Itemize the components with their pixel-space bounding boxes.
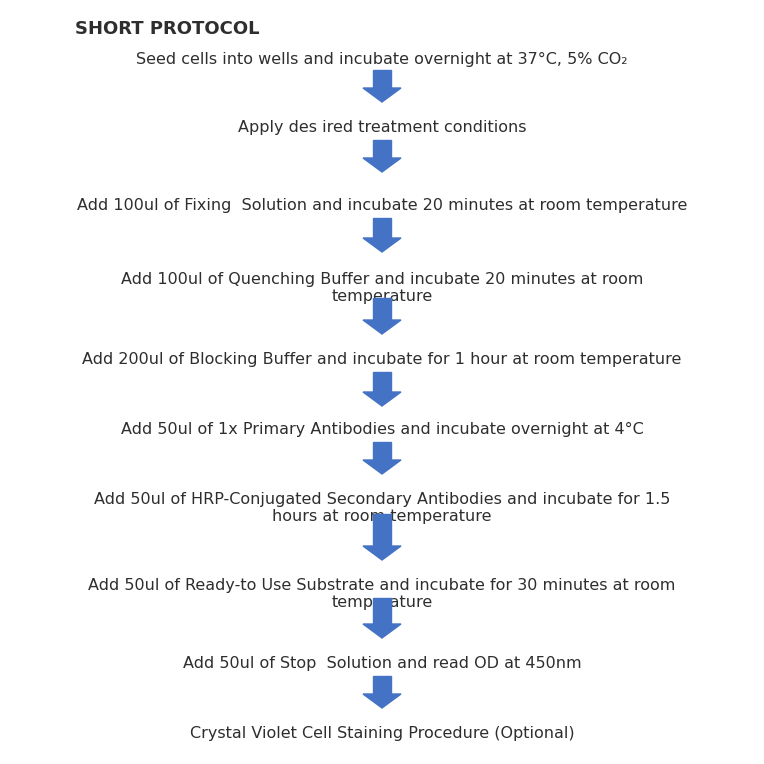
Polygon shape bbox=[363, 238, 401, 252]
Polygon shape bbox=[363, 158, 401, 172]
Polygon shape bbox=[373, 70, 391, 88]
Text: Add 100ul of Fixing  Solution and incubate 20 minutes at room temperature: Add 100ul of Fixing Solution and incubat… bbox=[77, 198, 687, 213]
Text: Add 50ul of Ready-to Use Substrate and incubate for 30 minutes at room
temperatu: Add 50ul of Ready-to Use Substrate and i… bbox=[89, 578, 675, 610]
Text: Add 200ul of Blocking Buffer and incubate for 1 hour at room temperature: Add 200ul of Blocking Buffer and incubat… bbox=[83, 352, 681, 367]
Polygon shape bbox=[363, 320, 401, 334]
Polygon shape bbox=[363, 694, 401, 708]
Polygon shape bbox=[363, 460, 401, 474]
Text: SHORT PROTOCOL: SHORT PROTOCOL bbox=[75, 20, 260, 38]
Text: Add 50ul of HRP-Conjugated Secondary Antibodies and incubate for 1.5
hours at ro: Add 50ul of HRP-Conjugated Secondary Ant… bbox=[94, 492, 670, 524]
Text: Add 100ul of Quenching Buffer and incubate 20 minutes at room
temperature: Add 100ul of Quenching Buffer and incuba… bbox=[121, 272, 643, 304]
Polygon shape bbox=[373, 372, 391, 392]
Text: Seed cells into wells and incubate overnight at 37°C, 5% CO₂: Seed cells into wells and incubate overn… bbox=[136, 52, 628, 67]
Polygon shape bbox=[363, 392, 401, 406]
Polygon shape bbox=[373, 442, 391, 460]
Polygon shape bbox=[373, 218, 391, 238]
Polygon shape bbox=[363, 88, 401, 102]
Text: Crystal Violet Cell Staining Procedure (Optional): Crystal Violet Cell Staining Procedure (… bbox=[189, 726, 575, 741]
Polygon shape bbox=[373, 298, 391, 320]
Text: Add 50ul of 1x Primary Antibodies and incubate overnight at 4°C: Add 50ul of 1x Primary Antibodies and in… bbox=[121, 422, 643, 437]
Polygon shape bbox=[363, 624, 401, 638]
Polygon shape bbox=[373, 676, 391, 694]
Polygon shape bbox=[363, 546, 401, 560]
Polygon shape bbox=[373, 140, 391, 158]
Text: Add 50ul of Stop  Solution and read OD at 450nm: Add 50ul of Stop Solution and read OD at… bbox=[183, 656, 581, 671]
Polygon shape bbox=[373, 514, 391, 546]
Polygon shape bbox=[373, 598, 391, 624]
Text: Apply des ired treatment conditions: Apply des ired treatment conditions bbox=[238, 120, 526, 135]
